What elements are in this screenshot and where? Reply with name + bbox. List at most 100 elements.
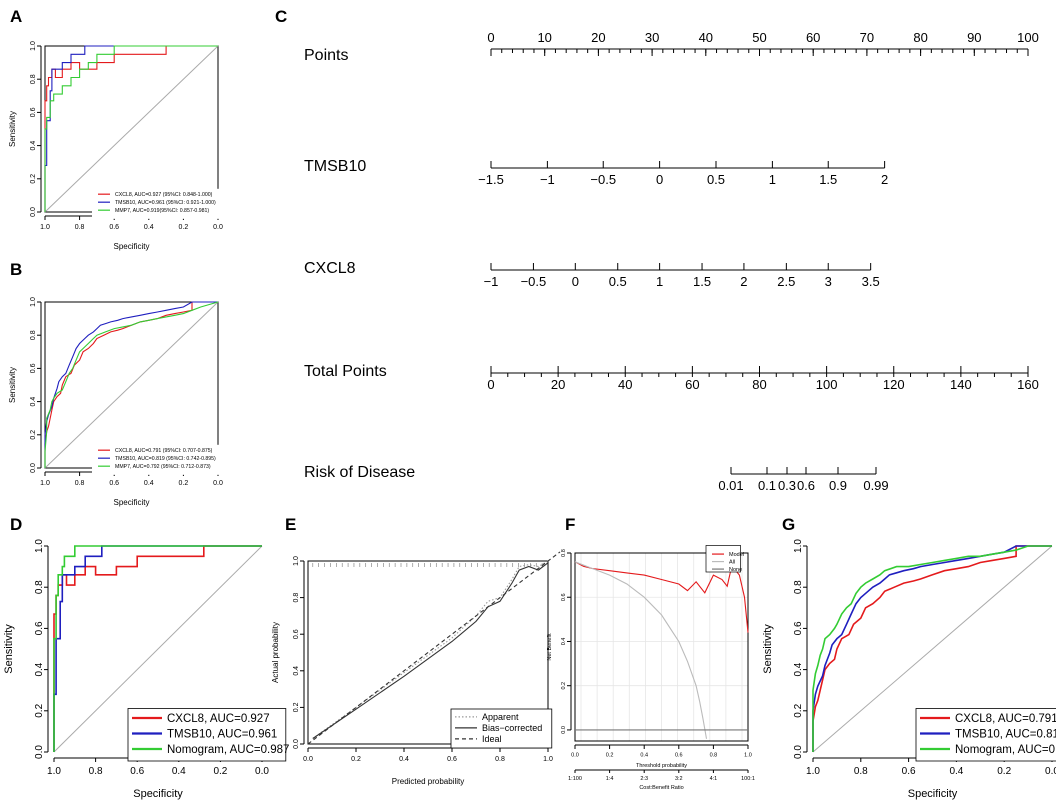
y-tick-label: 0.0 (793, 745, 804, 759)
nomogram-tick-label: 0.1 (758, 478, 776, 493)
legend-box (705, 545, 741, 573)
x-tick-label: 1.0 (744, 753, 752, 759)
x-tick-label: 0.4 (640, 753, 648, 759)
x-tick-label: 0.8 (854, 766, 868, 777)
y-axis: 0.0 0.2 0.4 0.6 0.8 1.0 (30, 297, 42, 473)
series-line-2 (312, 562, 549, 739)
y-tick-label: 0.8 (30, 330, 37, 340)
nomogram-tick-label: 2 (740, 274, 747, 289)
x-tick-label: 0.2 (179, 224, 189, 231)
nomogram-row-4: Total Points 0 20 40 60 80 100 120 140 160 (304, 363, 1039, 392)
legend-entry: TMSB10, AUC=0.818 (955, 729, 1056, 741)
y-tick-label: 0.0 (561, 726, 567, 734)
x-tick-label: 0.8 (495, 756, 505, 763)
nomogram-tick-label: 90 (967, 30, 981, 45)
legend-box (92, 444, 219, 475)
nomogram-tick-label: 3.5 (862, 274, 880, 289)
legend-entry: Model (729, 552, 744, 558)
y-tick-label: 0.2 (30, 174, 37, 184)
x-tick-label: 0.0 (571, 753, 579, 759)
panel-label-c: C (275, 7, 287, 26)
reference-diagonal (53, 545, 263, 753)
series-line-3 (44, 301, 219, 468)
y-tick-label: 0.8 (561, 549, 567, 557)
y-tick-label: 0.2 (561, 682, 567, 690)
y-tick-label: 0.8 (793, 580, 804, 594)
panel-label-b: B (10, 260, 22, 279)
nomogram-tick-label: 0.3 (778, 478, 796, 493)
y-tick-label: 0.6 (561, 593, 567, 601)
secondary-x-tick-label: 1:100 (568, 776, 582, 782)
nomogram-tick-label: −0.5 (590, 172, 616, 187)
y-axis-title: Sensitivity (3, 624, 15, 674)
nomogram-row-2: TMSB10 −1.5 −1 −0.5 0 0.5 1 1.5 2 (304, 158, 888, 187)
nomogram-tick-label: 100 (816, 377, 838, 392)
y-axis-title: Net Benefit (547, 633, 553, 661)
legend-entry: TMSB10, AUC=0.961 (95%CI: 0.921-1.000) (115, 200, 216, 206)
legend: CXCL8, AUC=0.791 (95%CI: 0.707-0.875) TMS… (92, 444, 219, 475)
x-tick-label: 0.8 (75, 224, 85, 231)
nomogram-tick-label: −1.5 (478, 172, 504, 187)
x-tick-label: 0.2 (606, 753, 614, 759)
plot-a: 1.0 0.8 0.6 0.4 0.2 0.0 0.0 0.2 0.4 0.6 0.8 1.0 Spec… (8, 41, 223, 251)
x-tick-label: 1.0 (47, 766, 61, 777)
y-axis: 0.0 0.2 0.4 0.6 0.8 (561, 549, 572, 734)
nomogram-tick-label: 160 (1017, 377, 1039, 392)
y-tick-label: 0.4 (30, 141, 37, 151)
nomogram-row-label: TMSB10 (304, 158, 366, 175)
legend: CXCL8, AUC=0.927 (95%CI: 0.848-1.000) TMS… (92, 188, 219, 219)
nomogram-tick-label: 2 (881, 172, 888, 187)
nomogram-tick-label: 0.99 (863, 478, 888, 493)
secondary-x-tick-label: 100:1 (741, 776, 755, 782)
nomogram-row-1: Points 0 10 20 30 40 50 60 70 80 90 100 (304, 30, 1039, 64)
y-tick-label: 1.0 (34, 539, 45, 553)
nomogram-tick-label: 1 (656, 274, 663, 289)
legend-entry: TMSB10, AUC=0.819 (95%CI: 0.742-0.895) (115, 456, 216, 462)
y-tick-label: 0.8 (293, 593, 300, 603)
series-line-1 (44, 301, 218, 468)
x-tick-label: 0.0 (255, 766, 269, 777)
y-tick-label: 1.0 (30, 41, 37, 51)
reference-diagonal (44, 45, 219, 213)
nomogram-tick-label: 40 (618, 377, 632, 392)
x-tick-label: 0.4 (172, 766, 186, 777)
y-tick-label: 1.0 (793, 539, 804, 553)
nomogram-tick-label: 70 (860, 30, 874, 45)
x-tick-label: 0.6 (675, 753, 683, 759)
nomogram-tick-label: 100 (1017, 30, 1039, 45)
legend-box (450, 708, 553, 749)
nomogram-tick-label: 3 (825, 274, 832, 289)
x-tick-label: 1.0 (543, 756, 553, 763)
y-tick-label: 0.0 (30, 463, 37, 473)
rug-marks (312, 563, 543, 567)
x-axis-title: Specificity (908, 788, 958, 800)
plot-e: 0.0 0.2 0.4 0.6 0.8 1.0 0.0 0.2 0.4 0.6 0.8 1.0 Pred… (271, 551, 561, 786)
legend-entry: Nomogram, AUC=0.987 (167, 744, 289, 756)
nomogram-tick-label: 2.5 (777, 274, 795, 289)
y-axis-title: Sensitivity (762, 624, 774, 674)
legend-entry: None (729, 567, 742, 573)
y-tick-label: 1.0 (293, 556, 300, 566)
plot-f: 0.0 0.2 0.4 0.6 0.8 1.0 0.0 0.2 0.4 0.6 0.8 Thresho… (547, 545, 755, 791)
y-tick-label: 0.6 (793, 621, 804, 635)
panel-label-d: D (10, 515, 22, 534)
y-tick-label: 0.6 (34, 621, 45, 635)
legend: CXCL8, AUC=0.927 TMSB10, AUC=0.961 Nomogra… (127, 708, 289, 762)
x-axis-title: Specificity (133, 788, 183, 800)
y-tick-label: 0.0 (293, 739, 300, 749)
nomogram-row-label: Points (304, 47, 348, 64)
x-tick-label: 0.0 (303, 756, 313, 763)
nomogram-row-5: Risk of Disease 0.01 0.1 0.3 0.6 0.9 0.99 (304, 464, 889, 493)
x-tick-label: 1.0 (40, 480, 50, 487)
series-line-2 (574, 561, 708, 739)
legend-entry: Bias−corrected (482, 723, 542, 733)
nomogram-tick-label: 0.9 (829, 478, 847, 493)
series-line-3 (307, 551, 561, 745)
legend-entry: CXCL8, AUC=0.791 (95%CI: 0.707-0.875) (115, 448, 213, 454)
secondary-x-tick-label: 2:3 (640, 776, 648, 782)
series-line-2 (812, 545, 1052, 752)
x-tick-label: 0.4 (144, 480, 154, 487)
nomogram-tick-label: 1 (769, 172, 776, 187)
